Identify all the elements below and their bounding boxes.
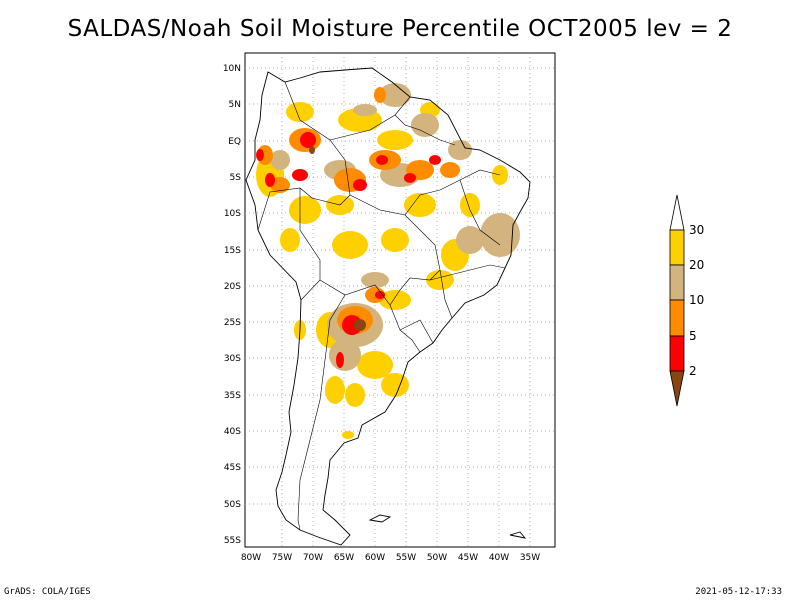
colorbar-2-5 [669, 335, 685, 372]
lat-label: 5N [229, 100, 241, 110]
lon-label: 35W [520, 553, 540, 563]
map-title: SALDAS/Noah Soil Moisture Percentile OCT… [67, 16, 733, 42]
lat-label: 5S [230, 173, 242, 183]
lat-label: EQ [228, 137, 241, 147]
lon-label: 40W [489, 553, 509, 563]
lat-label: 40S [224, 427, 241, 437]
colorbar [669, 194, 685, 407]
colorbar-label: 10 [689, 293, 704, 307]
lon-label: 55W [396, 553, 416, 563]
colorbar-label: 5 [689, 329, 697, 343]
lat-label: 20S [224, 282, 241, 292]
coastlines [245, 67, 531, 546]
colorbar-label: 20 [689, 258, 704, 272]
lat-label: 15S [224, 246, 241, 256]
lat-label: 55S [224, 536, 241, 546]
longitude-labels: 80W 75W 70W 65W 60W 55W 50W 45W 40W 35W [241, 553, 540, 563]
lon-label: 50W [427, 553, 447, 563]
colorbar-above-30 [669, 194, 685, 231]
footer-credit: GrADS: COLA/IGES [4, 587, 91, 597]
lat-label: 10S [224, 209, 241, 219]
lat-label: 35S [224, 391, 241, 401]
lat-label: 25S [224, 318, 241, 328]
lon-label: 45W [458, 553, 478, 563]
colorbar-label: 30 [689, 223, 704, 237]
lat-label: 50S [224, 500, 241, 510]
country-borders [257, 81, 506, 531]
lon-label: 70W [303, 553, 323, 563]
lon-label: 75W [272, 553, 292, 563]
colorbar-20-30 [669, 229, 685, 266]
colorbar-below-2 [669, 370, 685, 407]
colorbar-labels: 30 20 10 5 2 [689, 223, 704, 378]
lon-label: 80W [241, 553, 261, 563]
colorbar-5-10 [669, 299, 685, 337]
lat-label: 10N [223, 64, 241, 74]
footer-timestamp: 2021-05-12-17:33 [695, 587, 782, 597]
lat-label: 30S [224, 354, 241, 364]
colorbar-label: 2 [689, 364, 697, 378]
lat-label: 45S [224, 463, 241, 473]
colorbar-10-20 [669, 264, 685, 301]
lon-label: 60W [365, 553, 385, 563]
latitude-labels: 10N 5N EQ 5S 10S 15S 20S 25S 30S 35S 40S… [223, 64, 241, 546]
soil-moisture-shading [256, 83, 520, 439]
lon-label: 65W [334, 553, 354, 563]
